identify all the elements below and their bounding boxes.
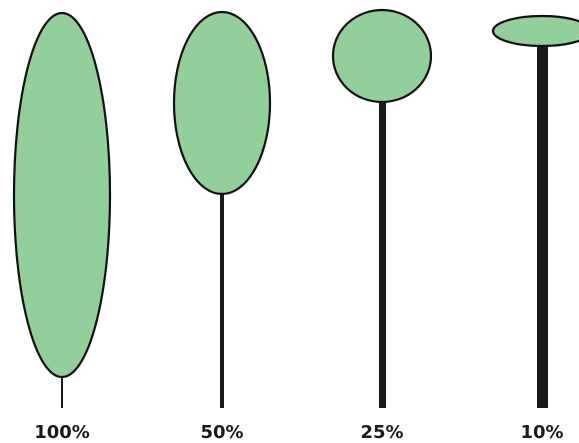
- figure-10: 10%: [491, 14, 579, 443]
- figure-100: 100%: [12, 11, 112, 443]
- bulb-25: [331, 8, 433, 104]
- bulb-50: [172, 10, 272, 196]
- figure-25: 25%: [331, 8, 433, 443]
- stem-10: [537, 44, 548, 408]
- bulb-100: [12, 11, 112, 379]
- label-50: 50%: [200, 422, 243, 443]
- label-25: 25%: [360, 422, 403, 443]
- bulb-10: [491, 14, 579, 48]
- stem-100: [61, 372, 63, 408]
- label-100: 100%: [34, 422, 90, 443]
- stem-25: [379, 98, 386, 408]
- label-10: 10%: [520, 422, 563, 443]
- stem-50: [220, 190, 224, 408]
- figure-50: 50%: [172, 10, 272, 443]
